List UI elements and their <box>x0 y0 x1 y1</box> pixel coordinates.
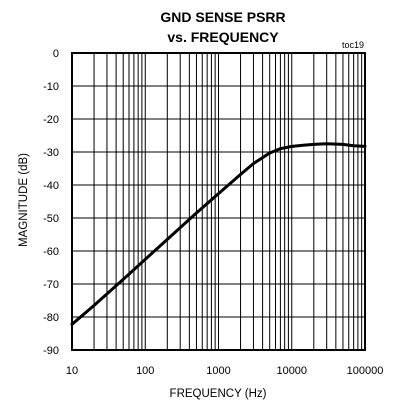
psrr-series-line <box>70 142 367 326</box>
y-tick-label: 0 <box>53 48 59 60</box>
y-tick-label: -60 <box>43 246 59 258</box>
plot-area-frame <box>71 52 366 351</box>
y-tick-label: -40 <box>43 180 59 192</box>
y-tick-label: -50 <box>43 213 59 225</box>
y-tick-label: -20 <box>43 114 59 126</box>
y-tick-label: -70 <box>43 279 59 291</box>
y-tick-label: -10 <box>43 81 59 93</box>
figure-tag: toc19 <box>342 40 364 50</box>
x-tick-label: 100 <box>136 365 154 377</box>
x-tick-label: 1000 <box>206 365 230 377</box>
y-axis-label: MAGNITUDE (dB) <box>18 153 30 247</box>
chart-title: GND SENSE PSRR <box>160 9 285 25</box>
series-layer <box>70 142 367 326</box>
x-tick-labels: 10 100 1000 10000 100000 <box>66 365 383 377</box>
y-tick-label: -80 <box>43 312 59 324</box>
x-tick-label: 10000 <box>276 365 307 377</box>
x-axis-label: FREQUENCY (Hz) <box>170 388 267 400</box>
y-tick-label: -30 <box>43 147 59 159</box>
y-tick-label: -90 <box>43 345 59 357</box>
x-tick-label: 10 <box>66 365 78 377</box>
chart-subtitle: vs. FREQUENCY <box>167 29 279 45</box>
grid-lines <box>71 52 365 351</box>
y-tick-labels: 0 -10 -20 -30 -40 -50 -60 -70 -80 -90 <box>43 48 59 357</box>
x-tick-label: 100000 <box>347 365 384 377</box>
